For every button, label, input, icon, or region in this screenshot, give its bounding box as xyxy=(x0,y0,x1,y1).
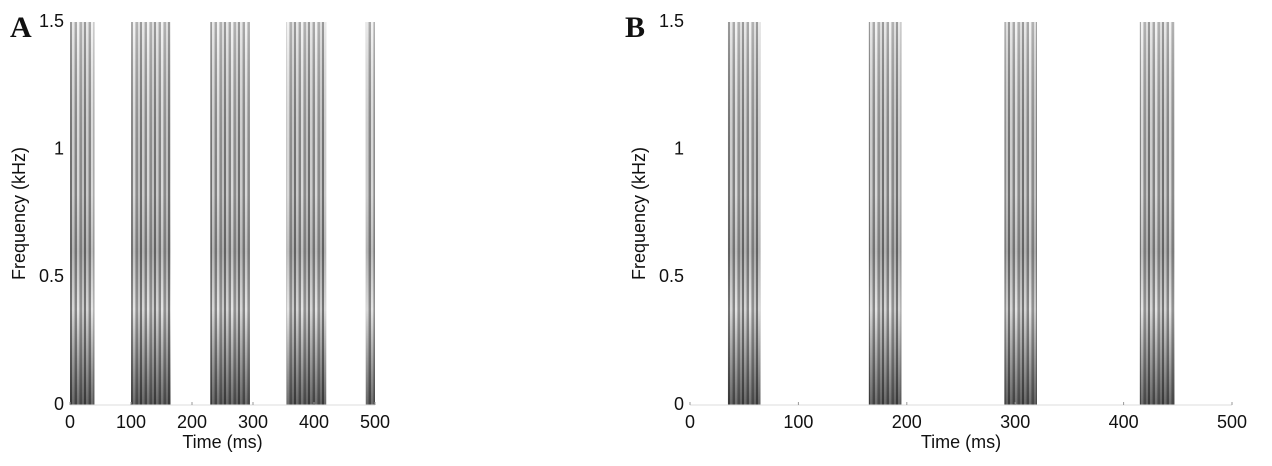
burst-shade xyxy=(365,22,375,405)
panel-label: A xyxy=(10,11,32,44)
x-tick-label: 100 xyxy=(116,412,146,432)
x-axis-label: Time (ms) xyxy=(921,432,1001,452)
y-tick-label: 1 xyxy=(674,138,684,158)
y-tick-label: 1.5 xyxy=(659,11,684,31)
x-tick-label: 200 xyxy=(177,412,207,432)
burst-shade xyxy=(868,22,902,405)
burst-shade xyxy=(210,22,250,405)
y-tick-label: 1.5 xyxy=(39,11,64,31)
x-axis-label: Time (ms) xyxy=(182,432,262,452)
y-tick-label: 0 xyxy=(54,394,64,414)
panel-label: B xyxy=(625,11,645,44)
burst-shade xyxy=(131,22,171,405)
x-tick-label: 200 xyxy=(892,412,922,432)
burst-shade xyxy=(286,22,327,405)
x-tick-label: 400 xyxy=(299,412,329,432)
x-tick-label: 0 xyxy=(685,412,695,432)
burst-shade xyxy=(1004,22,1037,405)
y-axis-label: Frequency (kHz) xyxy=(9,147,29,280)
y-axis-label: Frequency (kHz) xyxy=(629,147,649,280)
x-tick-label: 100 xyxy=(783,412,813,432)
y-tick-label: 0 xyxy=(674,394,684,414)
x-tick-label: 400 xyxy=(1109,412,1139,432)
x-tick-label: 300 xyxy=(1000,412,1030,432)
y-tick-label: 1 xyxy=(54,138,64,158)
x-tick-label: 300 xyxy=(238,412,268,432)
burst-shade xyxy=(727,22,761,405)
x-tick-label: 500 xyxy=(360,412,390,432)
x-tick-label: 500 xyxy=(1217,412,1247,432)
burst-shade xyxy=(70,22,95,405)
y-tick-label: 0.5 xyxy=(39,266,64,286)
y-tick-label: 0.5 xyxy=(659,266,684,286)
x-tick-label: 0 xyxy=(65,412,75,432)
burst-shade xyxy=(1139,22,1175,405)
